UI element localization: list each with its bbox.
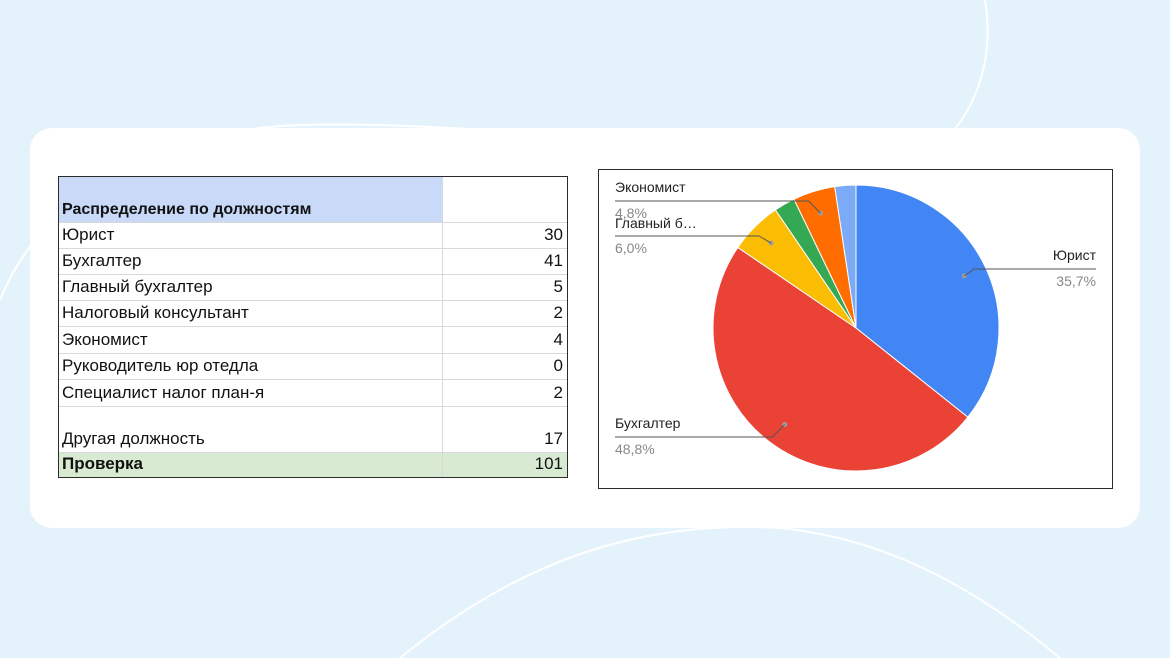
pie-slice (712, 246, 969, 472)
pie-label-leader (963, 268, 1096, 277)
table-header-row: Распределение по должностям (59, 177, 567, 223)
pie-slice-label: Главный б… (615, 215, 697, 231)
row-value: 2 (553, 383, 563, 402)
table-row: Экономист 4 (59, 327, 567, 354)
content-card: Распределение по должностям Юрист 30 Бух… (30, 128, 1140, 528)
pie-label-leader (615, 235, 772, 244)
row-value: 41 (544, 251, 563, 270)
row-label: Экономист (59, 327, 443, 353)
table-row: Бухгалтер 41 (59, 249, 567, 275)
row-label: Другая должность (59, 407, 443, 452)
pie-slice-label: Экономист (615, 179, 686, 195)
pie-slice-percent: 4,8% (615, 205, 647, 221)
pie-chart: Юрист 35,7% Бухгалтер 48,8% Главный б… 6,0% Эк… (598, 169, 1113, 489)
pie-chart-canvas: Юрист 35,7% Бухгалтер 48,8% Главный б… 6,0% Эк… (615, 179, 1097, 472)
row-label: Налоговый консультант (59, 301, 443, 326)
table-row: Юрист 30 (59, 223, 567, 249)
row-value: 30 (544, 225, 563, 244)
pie-slice-percent: 48,8% (615, 441, 655, 457)
table-row: Главный бухгалтер 5 (59, 275, 567, 301)
table-header-empty (443, 177, 567, 222)
row-label: Специалист налог план-я (59, 380, 443, 406)
row-value: 17 (544, 429, 563, 448)
pie-slice-label: Бухгалтер (615, 415, 681, 431)
table-total-row: Проверка 101 (59, 453, 567, 477)
pie-slice (834, 184, 857, 329)
row-value: 2 (553, 303, 563, 322)
pie-label-leader (615, 200, 821, 214)
row-label: Главный бухгалтер (59, 275, 443, 300)
table-row: Руководитель юр отедла 0 (59, 354, 567, 380)
table-row: Налоговый консультант 2 (59, 301, 567, 327)
table-row: Специалист налог план-я 2 (59, 380, 567, 407)
row-value: 5 (553, 277, 563, 296)
row-value: 4 (553, 330, 563, 349)
pie-label-leader (615, 424, 786, 438)
row-label: Бухгалтер (59, 249, 443, 274)
row-label: Руководитель юр отедла (59, 354, 443, 379)
table-header-title: Распределение по должностям (59, 177, 443, 222)
row-value: 0 (553, 356, 563, 375)
table-row: Другая должность 17 (59, 407, 567, 453)
pie-slice-label: Юрист (1053, 247, 1097, 263)
pie-slice (855, 184, 1000, 418)
pie-slice-percent: 35,7% (1056, 273, 1096, 289)
total-value: 101 (443, 453, 567, 477)
pie-slice-percent: 6,0% (615, 240, 647, 256)
row-label: Юрист (59, 223, 443, 248)
positions-table: Распределение по должностям Юрист 30 Бух… (58, 176, 568, 478)
total-label: Проверка (59, 453, 443, 477)
